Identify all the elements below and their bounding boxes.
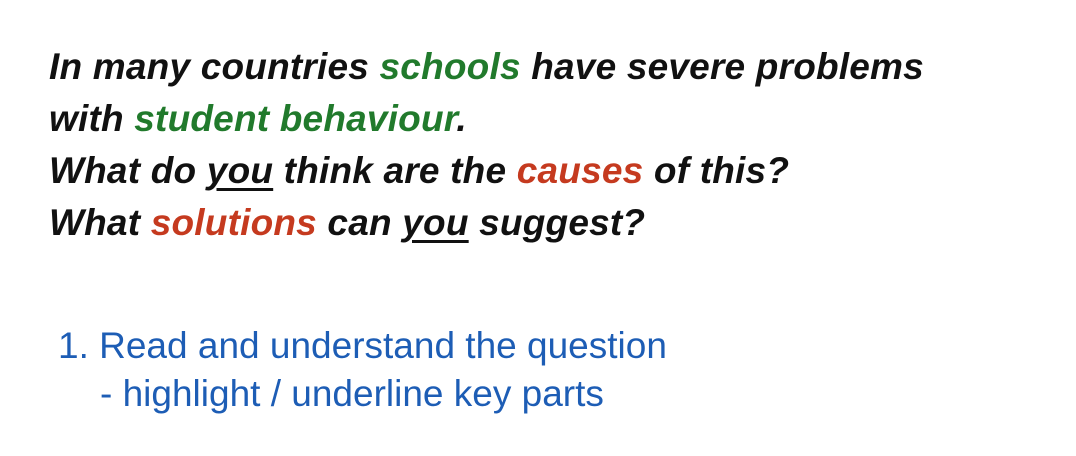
prompt-line-1: In many countries schools have severe pr…	[49, 41, 1059, 93]
prompt-text: think are the	[273, 150, 517, 191]
prompt-line-2: with student behaviour.	[49, 93, 1059, 145]
prompt-text: have severe problems	[520, 46, 924, 87]
prompt-text: What do	[49, 150, 207, 191]
underlined-you: you	[206, 150, 274, 191]
prompt-text: .	[456, 98, 467, 139]
prompt-text: In many countries	[49, 46, 380, 87]
keyword-causes: causes	[516, 150, 644, 191]
prompt-line-3: What do you think are the causes of this…	[49, 145, 1059, 197]
keyword-student-behaviour: student behaviour	[134, 98, 457, 139]
steps-list: 1. Read and understand the question - hi…	[58, 322, 667, 418]
keyword-solutions: solutions	[150, 202, 317, 243]
prompt-text: suggest?	[468, 202, 646, 243]
prompt-text: can	[316, 202, 403, 243]
question-prompt: In many countries schools have severe pr…	[49, 41, 1059, 249]
keyword-schools: schools	[379, 46, 521, 87]
prompt-text: with	[49, 98, 135, 139]
prompt-text: of this?	[643, 150, 790, 191]
step-1-sub: - highlight / underline key parts	[100, 373, 604, 414]
prompt-text: What	[49, 202, 151, 243]
underlined-you: you	[402, 202, 469, 243]
step-1: 1. Read and understand the question	[58, 325, 667, 366]
prompt-line-4: What solutions can you suggest?	[49, 197, 1059, 249]
